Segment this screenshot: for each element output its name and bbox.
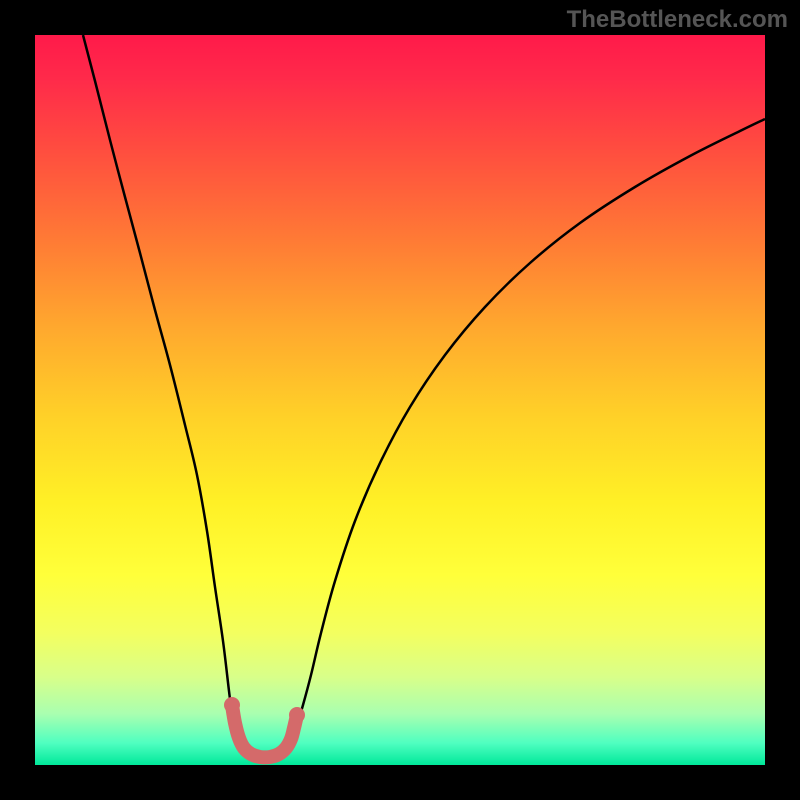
plot-svg [35, 35, 765, 765]
highlight-endpoint [289, 707, 305, 723]
chart-container: TheBottleneck.com [0, 0, 800, 800]
plot-area [35, 35, 765, 765]
watermark-text: TheBottleneck.com [567, 6, 788, 34]
gradient-background [35, 35, 765, 765]
highlight-endpoint [224, 697, 240, 713]
